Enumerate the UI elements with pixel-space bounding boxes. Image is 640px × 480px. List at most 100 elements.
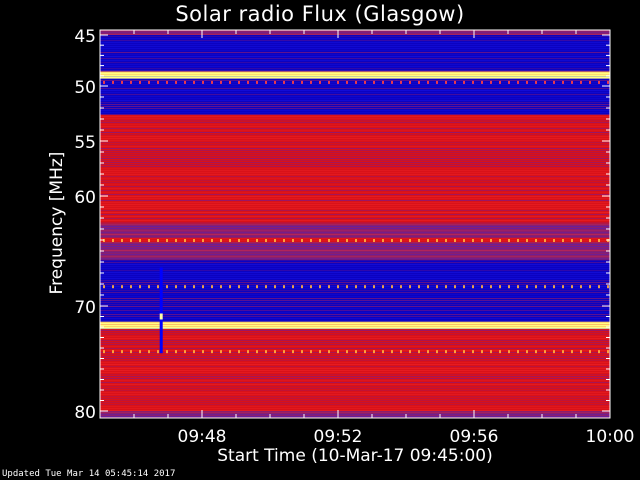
interference-dot <box>211 285 213 289</box>
interference-dot <box>355 285 357 289</box>
interference-dot <box>499 285 501 289</box>
interference-dot <box>148 80 150 84</box>
texture-line <box>100 306 610 307</box>
texture-line <box>100 284 610 285</box>
interference-dot <box>184 80 186 84</box>
interference-dot <box>130 239 132 242</box>
texture-line <box>100 416 610 417</box>
texture-line <box>100 38 610 39</box>
x-tick-label-1: 09:52 <box>314 427 363 447</box>
x-tick-label-3: 10:00 <box>586 427 635 447</box>
interference-dot <box>400 239 402 242</box>
texture-line <box>100 162 610 163</box>
interference-dot <box>283 239 285 242</box>
interference-dot <box>193 285 195 289</box>
interference-dot <box>490 350 492 354</box>
interference-dot <box>535 239 537 242</box>
y-tick-label-55: 55 <box>74 133 96 153</box>
interference-dot <box>283 350 285 354</box>
interference-dot <box>526 80 528 84</box>
texture-line <box>100 382 610 383</box>
interference-dot <box>157 350 159 354</box>
texture-line <box>100 148 610 149</box>
interference-dot <box>607 80 609 84</box>
interference-dot <box>256 350 258 354</box>
interference-dot <box>454 80 456 84</box>
texture-line <box>100 314 610 315</box>
burst-trace <box>159 267 163 354</box>
texture-line <box>100 214 610 215</box>
interference-dot <box>130 80 132 84</box>
texture-line <box>100 102 610 103</box>
texture-line <box>100 242 610 243</box>
texture-line <box>100 50 610 51</box>
interference-dot <box>436 285 438 289</box>
interference-dot <box>166 239 168 242</box>
interference-dot <box>508 350 510 354</box>
interference-dot <box>274 80 276 84</box>
interference-dot <box>445 80 447 84</box>
interference-dot <box>526 239 528 242</box>
interference-dot <box>265 239 267 242</box>
texture-line <box>100 154 610 155</box>
band-12 <box>100 358 610 411</box>
interference-dot <box>247 239 249 242</box>
texture-line <box>100 80 610 81</box>
interference-dot <box>445 350 447 354</box>
texture-line <box>100 262 610 263</box>
band-11 <box>100 329 610 359</box>
y-tick-label-45: 45 <box>74 27 96 47</box>
interference-dot <box>346 80 348 84</box>
texture-line <box>100 408 610 409</box>
texture-line <box>100 70 610 71</box>
interference-dot <box>157 239 159 242</box>
interference-dot <box>112 80 114 84</box>
interference-dot <box>472 239 474 242</box>
interference-dot <box>373 80 375 84</box>
texture-line <box>100 228 610 229</box>
interference-dot <box>274 350 276 354</box>
interference-dot <box>328 285 330 289</box>
interference-dot <box>256 239 258 242</box>
interference-dot <box>139 285 141 289</box>
interference-dot <box>391 350 393 354</box>
x-tick-label-2: 09:56 <box>450 427 499 447</box>
texture-line <box>100 270 610 271</box>
interference-dot <box>256 285 258 289</box>
texture-line <box>100 150 610 151</box>
interference-dot <box>337 285 339 289</box>
interference-dot <box>427 350 429 354</box>
texture-line <box>100 380 610 381</box>
texture-line <box>100 192 610 193</box>
texture-line <box>100 126 610 127</box>
interference-dot <box>148 350 150 354</box>
interference-dot <box>220 285 222 289</box>
interference-dot <box>382 285 384 289</box>
texture-line <box>100 210 610 211</box>
interference-dot <box>598 239 600 242</box>
interference-dot <box>202 285 204 289</box>
interference-dot <box>427 285 429 289</box>
interference-dot <box>364 285 366 289</box>
texture-line <box>100 190 610 191</box>
texture-line <box>100 266 610 267</box>
interference-dot <box>328 239 330 242</box>
texture-line <box>100 322 610 323</box>
interference-dot <box>103 350 105 354</box>
interference-dot <box>157 80 159 84</box>
texture-line <box>100 110 610 111</box>
interference-dot <box>517 239 519 242</box>
x-tick-label-0: 09:48 <box>178 427 227 447</box>
band-10 <box>100 321 610 330</box>
texture-line <box>100 104 610 105</box>
texture-line <box>100 348 610 349</box>
texture-line <box>100 396 610 397</box>
interference-dot <box>319 80 321 84</box>
texture-line <box>100 290 610 291</box>
band-4 <box>100 121 610 158</box>
interference-dot <box>121 239 123 242</box>
texture-line <box>100 66 610 67</box>
texture-line <box>100 336 610 337</box>
x-axis-label: Start Time (10-Mar-17 09:45:00) <box>217 446 493 466</box>
